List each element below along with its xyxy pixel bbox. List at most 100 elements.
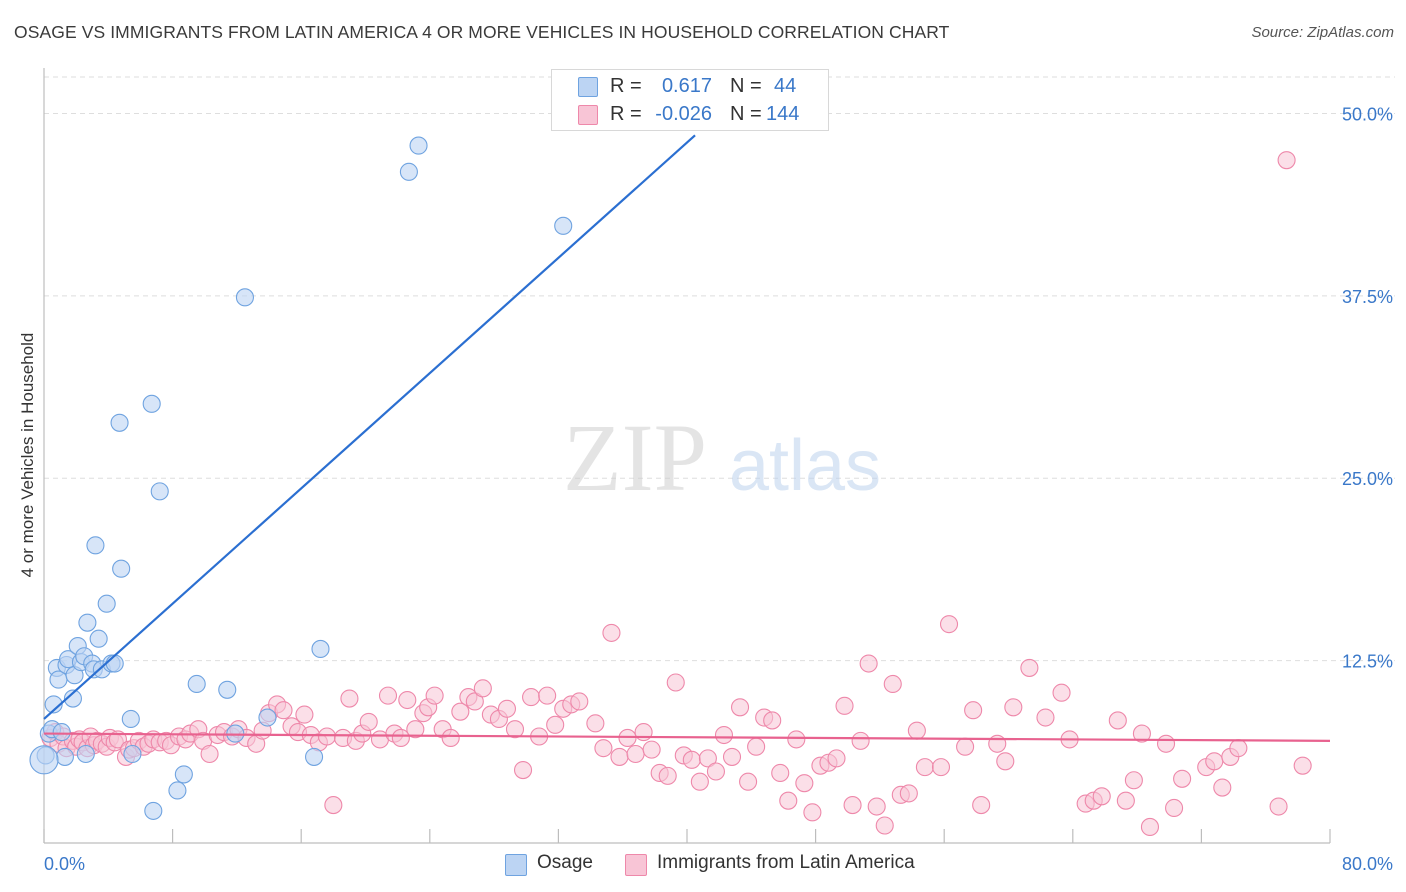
osage-point [150, 482, 169, 501]
immigrants-point [570, 692, 589, 711]
osage-point [29, 745, 59, 775]
immigrants-point [1116, 791, 1135, 810]
immigrants-point [295, 705, 314, 724]
immigrants-point [497, 699, 517, 718]
osage-point [86, 536, 105, 555]
osage-swatch [505, 854, 527, 876]
chart-title: OSAGE VS IMMIGRANTS FROM LATIN AMERICA 4… [14, 22, 950, 42]
immigrants-point [972, 796, 991, 815]
immigrants-point [586, 714, 605, 733]
watermark-zip: ZIP [563, 404, 707, 511]
osage-point [78, 613, 97, 632]
immigrants-point [594, 739, 613, 758]
immigrants-point [843, 796, 862, 815]
immigrants-point [441, 728, 460, 747]
immigrants-point [747, 737, 766, 756]
immigrants-point [714, 725, 734, 745]
immigrants-point [795, 774, 814, 793]
osage-point [168, 781, 187, 800]
immigrants-point [1092, 787, 1111, 806]
osage-point [174, 765, 193, 784]
immigrants-point [875, 816, 894, 835]
immigrants-point [610, 747, 629, 766]
legend-row-osage: R = 0.617 N = 44 [552, 73, 828, 101]
osage-swatch [578, 77, 598, 97]
osage-point [63, 689, 82, 708]
osage-point [76, 744, 95, 764]
watermark-atlas: atlas [729, 426, 881, 506]
correlation-legend: R = 0.617 N = 44 R = -0.026 N = 144 [551, 69, 829, 131]
immigrants-point [956, 737, 975, 756]
immigrants-point [1052, 683, 1071, 702]
trend-lines [43, 134, 1331, 742]
osage-point [409, 136, 428, 155]
immigrants-point [1020, 658, 1039, 677]
immigrants-point [359, 712, 378, 731]
legend-row-immigrants: R = -0.026 N = 144 [552, 101, 828, 129]
osage-point [311, 639, 330, 658]
immigrants-point [465, 692, 484, 711]
immigrants-point [1124, 771, 1143, 790]
legend-n-label: N = [730, 75, 762, 97]
legend-label-immigrants: Immigrants from Latin America [657, 852, 915, 873]
legend-label-osage: Osage [537, 852, 593, 873]
x-tick-label-max: 80.0% [1342, 854, 1393, 874]
immigrants-point [827, 749, 846, 768]
immigrants-point [722, 747, 742, 766]
immigrants-point [915, 758, 934, 777]
immigrants-point [939, 615, 959, 634]
immigrants-point [899, 784, 918, 803]
osage-point [97, 594, 116, 613]
legend-r-label: R = [610, 75, 642, 97]
osage-point [258, 708, 277, 727]
immigrants-point [406, 720, 425, 739]
immigrants-point [883, 674, 902, 694]
immigrants-point [779, 791, 798, 810]
immigrants-point [1205, 752, 1224, 771]
osage-point [142, 394, 161, 413]
immigrants-trend-line [43, 732, 1331, 742]
osage-point [89, 629, 108, 648]
immigrants-point [851, 731, 870, 750]
osage-point [121, 709, 140, 729]
immigrants-point [1173, 769, 1192, 788]
osage-point [105, 654, 124, 673]
immigrants-point [964, 701, 983, 720]
immigrants-point [1036, 708, 1055, 727]
immigrants-point [425, 686, 444, 705]
immigrants-point [698, 749, 717, 768]
immigrants-point [682, 750, 701, 769]
immigrants-point [513, 760, 533, 780]
immigrants-point [108, 730, 127, 749]
osage-point [235, 288, 254, 307]
legend-r-value: -0.026 [655, 103, 712, 125]
immigrants-point [658, 766, 677, 785]
legend-n-label: N = [730, 103, 762, 125]
immigrants-point [706, 762, 725, 781]
osage-point [123, 744, 142, 764]
immigrants-point [739, 772, 758, 791]
y-tick-label: 25.0% [1342, 469, 1393, 489]
immigrants-point [996, 752, 1015, 771]
osage-point [218, 680, 237, 699]
legend-r-label: R = [610, 103, 642, 125]
immigrants-point [1165, 798, 1184, 818]
y-tick-label: 37.5% [1342, 287, 1393, 307]
immigrants-swatch [625, 854, 647, 876]
immigrants-point [867, 797, 886, 816]
immigrants-point [451, 702, 470, 721]
osage-point [187, 674, 206, 694]
source-credit: Source: ZipAtlas.com [1251, 24, 1394, 41]
immigrants-point [378, 686, 398, 705]
immigrants-point [1293, 756, 1312, 775]
immigrants-point [1140, 817, 1160, 837]
immigrants-point [473, 679, 492, 698]
legend-n-value: 144 [766, 103, 800, 125]
immigrants-point [803, 803, 822, 822]
immigrants-point [522, 688, 541, 707]
osage-point [305, 747, 324, 766]
y-tick-label: 50.0% [1342, 104, 1393, 124]
immigrants-point [317, 727, 336, 746]
immigrants-point [690, 772, 709, 791]
